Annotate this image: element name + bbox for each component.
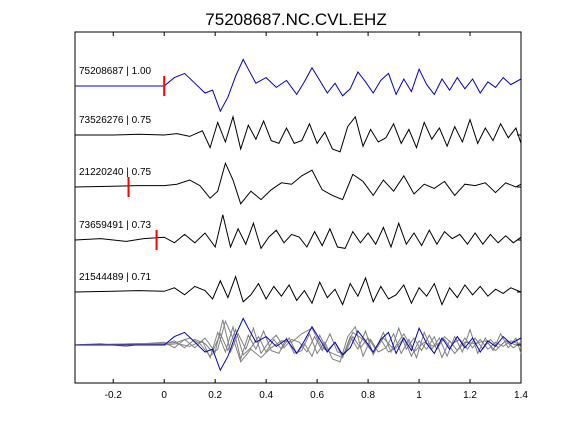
trace-label-5: 21544489 | 0.71 bbox=[79, 272, 152, 283]
trace-line-5 bbox=[74, 275, 522, 306]
x-tick-label-8: 1.4 bbox=[514, 390, 528, 401]
x-tick-label-3: 0.4 bbox=[259, 390, 273, 401]
plot-area-frame bbox=[74, 31, 522, 384]
trace-label-2: 73526276 | 0.75 bbox=[79, 115, 152, 126]
x-tick-label-6: 1 bbox=[416, 390, 422, 401]
traces-group: 75208687 | 1.00 73526276 | 0.75 21220240 |… bbox=[74, 58, 522, 372]
chart-title: 75208687.NC.CVL.EHZ bbox=[205, 10, 386, 29]
stack-trace-1 bbox=[75, 317, 522, 372]
x-tick-label-1: 0 bbox=[161, 390, 167, 401]
trace-label-1: 75208687 | 1.00 bbox=[79, 66, 152, 77]
trace-line-1 bbox=[75, 58, 522, 113]
trace-line-2 bbox=[75, 114, 522, 153]
trace-label-3: 21220240 | 0.75 bbox=[79, 167, 152, 178]
x-tick-label-0: -0.2 bbox=[105, 390, 123, 401]
x-tick-label-7: 1.2 bbox=[463, 390, 477, 401]
trace-label-4: 73659491 | 0.73 bbox=[79, 220, 152, 231]
x-tick-label-5: 0.8 bbox=[361, 390, 375, 401]
x-tick-label-2: 0.2 bbox=[208, 390, 222, 401]
trace-line-4 bbox=[74, 214, 522, 250]
stack-trace-2 bbox=[75, 324, 522, 363]
trace-line-3 bbox=[74, 161, 522, 205]
x-axis: -0.2 0 0.2 0.4 0.6 0.8 1 1.2 1.4 bbox=[105, 32, 528, 401]
x-tick-label-4: 0.6 bbox=[310, 390, 324, 401]
